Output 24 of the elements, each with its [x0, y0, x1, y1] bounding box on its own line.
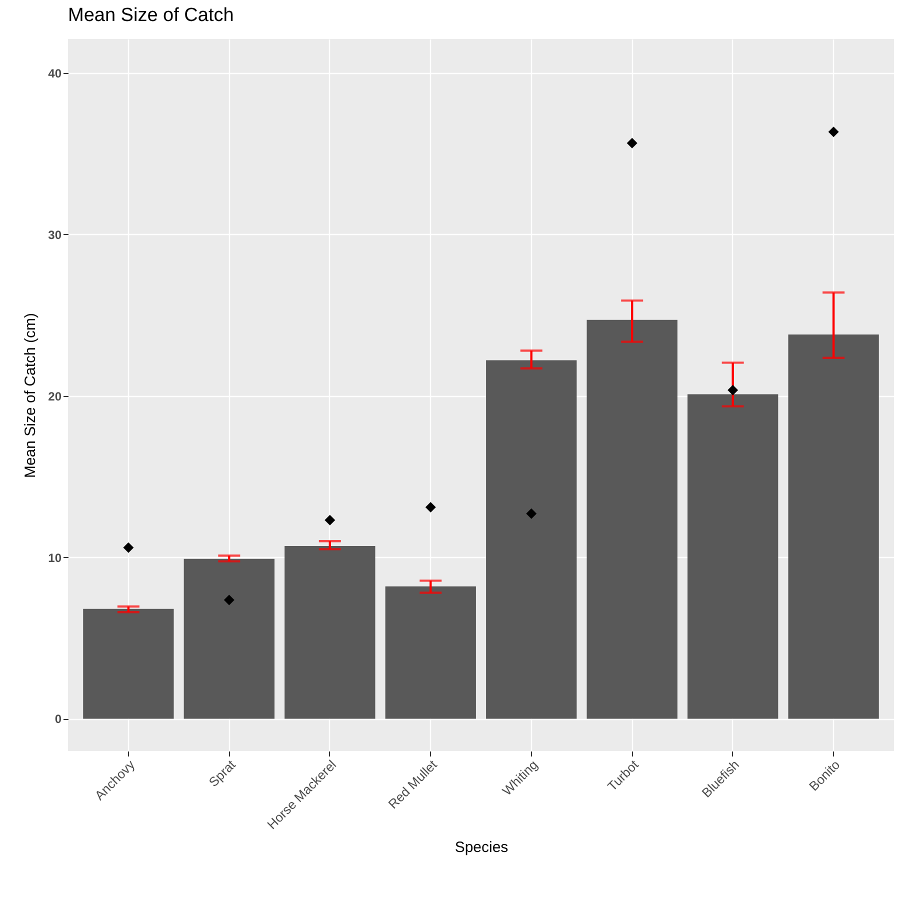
- point: [828, 126, 839, 138]
- point: [728, 384, 738, 396]
- bar: [586, 320, 678, 719]
- bar: [83, 608, 174, 719]
- x-axis-title: Species: [454, 839, 508, 856]
- point: [526, 508, 537, 519]
- chart-title: Mean Size of Catch: [68, 5, 234, 26]
- y-tick-label: 20: [48, 389, 62, 404]
- point: [626, 138, 638, 148]
- y-tick-label: 0: [54, 712, 62, 726]
- point: [224, 594, 234, 606]
- bar: [688, 394, 778, 719]
- bar: [284, 546, 376, 719]
- point: [324, 514, 336, 526]
- y-tick-label: 40: [48, 66, 62, 80]
- y-tick-label: 10: [48, 550, 62, 565]
- bar: [385, 586, 476, 719]
- point: [425, 502, 436, 512]
- bar: [788, 334, 879, 719]
- bar: [184, 558, 274, 719]
- y-axis-title: Mean Size of Catch (cm): [22, 312, 40, 478]
- bar: [486, 360, 577, 719]
- point: [123, 542, 134, 553]
- y-tick-label: 30: [48, 228, 62, 242]
